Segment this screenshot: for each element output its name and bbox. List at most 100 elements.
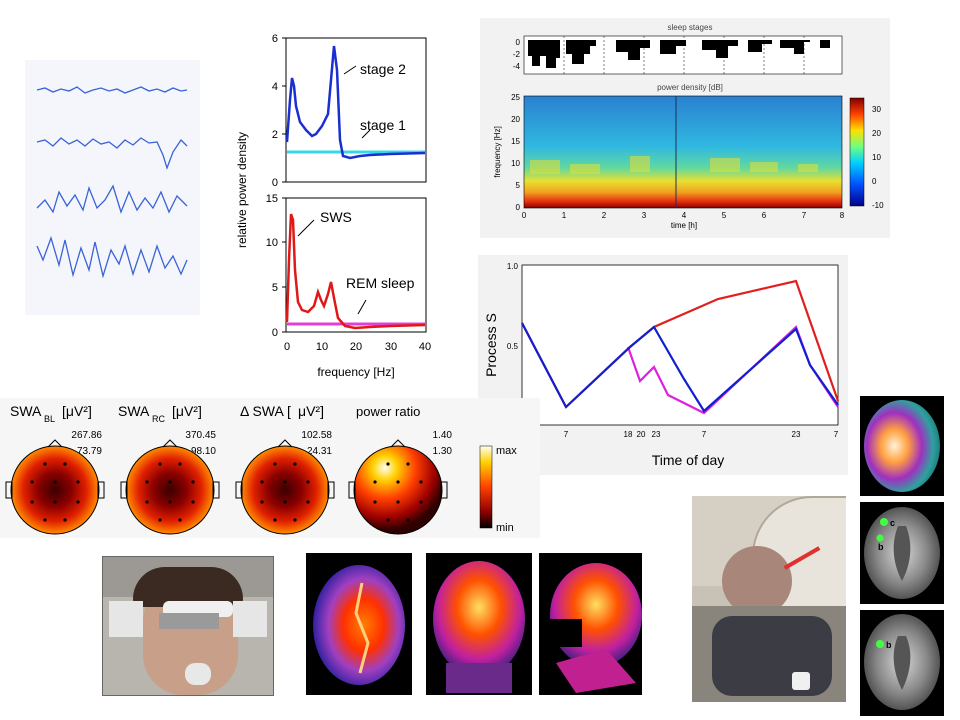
eeg-trace-1 (36, 86, 188, 94)
svg-text:4: 4 (682, 211, 687, 220)
topo-title-2: SWA (118, 403, 150, 419)
svg-text:-10: -10 (872, 201, 884, 210)
spectrogram-ylabel: frequency [Hz] (493, 126, 502, 178)
svg-text:2: 2 (602, 211, 607, 220)
xtick: 10 (316, 341, 328, 353)
perfusion-axial (313, 565, 405, 685)
xtick: 20 (350, 341, 362, 353)
perfusion-maps (306, 553, 642, 695)
mri-label-b2: b (886, 640, 892, 650)
rem-label: REM sleep (346, 275, 415, 291)
svg-text:7: 7 (564, 430, 569, 439)
eeg-trace-3 (36, 184, 188, 214)
svg-text:min: min (496, 522, 514, 534)
svg-text:3: 3 (642, 211, 647, 220)
svg-text:RC: RC (152, 414, 165, 424)
svg-text:-2: -2 (513, 50, 521, 59)
topo-title-3: Δ SWA [ (240, 403, 291, 419)
svg-text:102.58: 102.58 (301, 430, 332, 441)
top-ytick: 4 (272, 81, 278, 93)
bot-ytick: 0 (272, 327, 278, 339)
topo-title-4: power ratio (356, 404, 420, 419)
svg-text:5: 5 (516, 181, 521, 190)
svg-text:7: 7 (802, 211, 807, 220)
svg-text:1: 1 (562, 211, 567, 220)
svg-text:1.30: 1.30 (433, 446, 453, 457)
mri-color-slice (864, 400, 940, 492)
spectrogram-figure: sleep stages 0 -2 -4 power density [dB] (480, 18, 890, 238)
svg-text:5: 5 (722, 211, 727, 220)
colorbar (849, 97, 865, 207)
subject-photo (102, 556, 274, 696)
svg-text:18: 18 (624, 430, 633, 439)
svg-text:7: 7 (834, 430, 839, 439)
svg-text:10: 10 (872, 153, 881, 162)
top-ytick: 6 (272, 33, 278, 45)
svg-text:25: 25 (511, 93, 520, 102)
scanner-photo (692, 496, 846, 702)
topo-title-1: SWA (10, 403, 42, 419)
svg-text:370.45: 370.45 (185, 430, 216, 441)
svg-text:μV²]: μV²] (298, 403, 324, 419)
topo-head-4 (348, 439, 448, 535)
face-blur-bar (159, 613, 219, 629)
svg-text:max: max (496, 445, 517, 457)
svg-text:10: 10 (511, 159, 520, 168)
xtick: 40 (419, 341, 431, 353)
perfusion-sagittal (550, 563, 642, 667)
svg-text:24.31: 24.31 (307, 446, 332, 457)
topo-head-1 (5, 439, 105, 535)
svg-text:73.79: 73.79 (77, 446, 102, 457)
bot-ytick: 15 (266, 193, 278, 205)
svg-text:BL: BL (44, 414, 55, 424)
process-ylabel: Process S (483, 313, 499, 377)
sws-line (285, 213, 426, 330)
svg-text:6: 6 (762, 211, 767, 220)
perfusion-coronal (433, 561, 525, 677)
stage2-label: stage 2 (360, 61, 406, 77)
svg-text:23: 23 (792, 430, 801, 439)
spectrogram-xlabel: time [h] (671, 221, 697, 230)
topo-colorscale (479, 445, 493, 529)
topo-maps: SWA BL [μV²] SWA RC [μV²] Δ SWA [ μV²] p… (5, 403, 517, 535)
svg-text:98.10: 98.10 (191, 446, 216, 457)
xtick: 30 (385, 341, 397, 353)
svg-text:23: 23 (652, 430, 661, 439)
svg-text:30: 30 (872, 105, 881, 114)
svg-text:0: 0 (516, 38, 521, 47)
svg-text:0: 0 (872, 177, 877, 186)
x-axis-label: frequency [Hz] (317, 365, 394, 379)
y-axis-label: relative power density (235, 132, 249, 248)
svg-text:1.40: 1.40 (433, 430, 453, 441)
topo-head-2 (120, 439, 220, 535)
top-ytick: 0 (272, 177, 278, 189)
svg-text:[μV²]: [μV²] (172, 403, 202, 419)
svg-text:20: 20 (511, 115, 520, 124)
sleep-stages-title: sleep stages (668, 23, 713, 32)
hypnogram (528, 40, 830, 68)
process-blue-line (521, 322, 839, 413)
power-spectra-chart: 6 4 2 0 stage 2 stage 1 15 10 5 0 SWS RE… (235, 33, 431, 379)
svg-text:267.86: 267.86 (71, 430, 102, 441)
svg-text:[μV²]: [μV²] (62, 403, 92, 419)
bot-ytick: 5 (272, 282, 278, 294)
power-density-title: power density [dB] (657, 83, 723, 92)
spectrogram-image (524, 96, 842, 208)
mri-slices: c b b (860, 396, 944, 716)
mri-label-c: c (890, 518, 895, 528)
process-xlabel: Time of day (652, 452, 725, 468)
svg-text:8: 8 (840, 211, 845, 220)
topo-head-3 (235, 439, 335, 535)
mri-label-b1: b (878, 542, 884, 552)
stage1-label: stage 1 (360, 117, 406, 133)
eeg-traces (25, 60, 200, 315)
svg-text:20: 20 (637, 430, 646, 439)
svg-text:0.5: 0.5 (507, 342, 519, 351)
top-ytick: 2 (272, 129, 278, 141)
eeg-trace-4 (36, 235, 188, 279)
svg-text:1.0: 1.0 (507, 262, 519, 271)
svg-text:0: 0 (522, 211, 527, 220)
svg-text:-4: -4 (513, 62, 521, 71)
eeg-trace-2 (36, 137, 188, 171)
stage2-line (285, 45, 426, 160)
